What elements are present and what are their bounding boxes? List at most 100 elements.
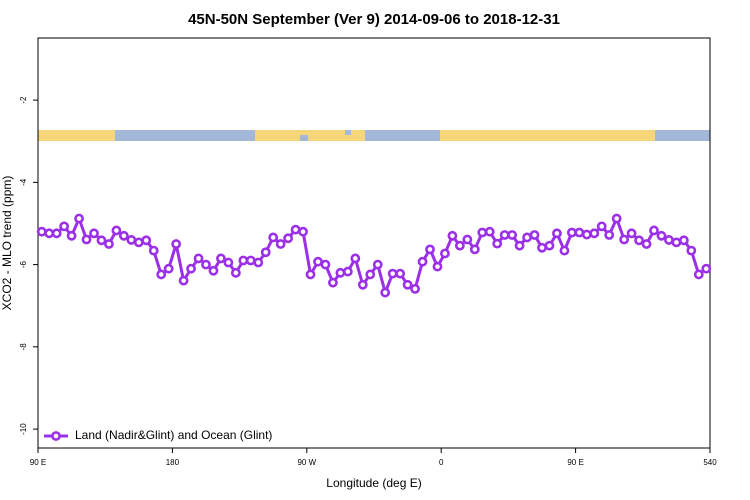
data-point [447,230,458,241]
x-tick-label: 90 E [567,458,583,467]
data-point [417,256,428,267]
data-point [619,234,630,245]
data-point [499,230,510,240]
data-point [96,235,107,246]
data-point [410,283,420,294]
data-point [298,226,308,237]
data-point [118,230,129,241]
data-point [656,230,667,241]
data-point [342,266,353,277]
series-line [41,214,708,298]
data-point [328,277,338,288]
data-point [634,235,644,246]
data-point [395,268,406,279]
data-point [156,269,167,280]
data-point [664,235,674,245]
data-point [477,227,488,238]
data-point [604,230,615,240]
data-point [537,242,547,253]
data-point [649,225,659,236]
data-point [357,279,368,290]
data-point [335,267,346,278]
chart-title: 45N-50N September (Ver 9) 2014-09-06 to … [188,11,560,28]
data-point [89,228,99,239]
data-point [171,239,182,249]
data-point [208,265,219,276]
data-point [260,247,271,258]
data-point [133,237,144,248]
y-tick-label: -8 [19,343,28,351]
data-point [178,275,189,286]
data-point [492,238,503,249]
data-point [365,269,376,280]
data-point [350,253,361,264]
data-point [275,239,286,249]
data-point [440,248,450,259]
data-point [574,227,585,238]
data-point [522,232,532,243]
data-point [36,226,47,237]
data-point [552,228,562,239]
plot-frame [37,37,711,449]
data-point [193,253,204,264]
data-point [589,228,600,239]
data-point [59,221,70,232]
data-point [469,244,480,255]
data-point [387,268,398,279]
data-point [66,230,77,241]
data-point [686,245,697,256]
data-point [529,230,540,240]
data-point [44,228,55,239]
x-tick-label: 0 [439,458,444,467]
data-point [484,226,495,237]
data-point [380,287,391,298]
data-point [51,228,62,239]
legend-label: Land (Nadir&Glint) and Ocean (Glint) [75,428,272,442]
data-point [678,235,689,246]
land-ocean-strip [38,130,710,141]
data-point [454,240,465,251]
data-point [268,232,279,243]
y-axis-label: XCO2 - MLO trend (ppm) [0,176,14,311]
y-tick-label: -2 [19,96,28,104]
data-point [671,237,682,248]
x-tick-label: 180 [166,458,180,467]
data-point [148,245,159,256]
data-point [701,263,712,274]
data-point [201,259,211,270]
data-point [313,256,323,267]
data-point [566,227,577,238]
data-point [126,235,137,245]
data-point [290,224,301,235]
data-point [104,239,114,249]
data-point [216,253,226,264]
data-point [74,213,84,224]
data-point [245,255,256,266]
data-point [611,213,622,224]
data-point [581,229,592,240]
data-point [425,244,435,255]
y-tick-label: -10 [19,423,28,435]
data-point [81,234,92,245]
data-point [283,233,294,244]
x-tick-label: 540 [703,458,717,467]
data-point [223,257,234,268]
data-point [641,239,652,249]
y-tick-label: -6 [19,260,28,268]
data-point [372,259,383,270]
legend-item: Land (Nadir&Glint) and Ocean (Glint) [44,428,272,442]
data-point [693,269,704,280]
data-point [514,240,525,251]
legend-marker [51,431,61,441]
data-point [186,263,196,274]
y-tick-label: -4 [19,178,28,186]
data-point [141,235,152,246]
data-point [305,269,316,280]
data-point [111,225,122,236]
data-point [544,240,555,251]
x-tick-label: 90 E [30,458,46,467]
data-point [230,267,241,278]
data-point [402,279,413,290]
data-point [163,263,174,274]
